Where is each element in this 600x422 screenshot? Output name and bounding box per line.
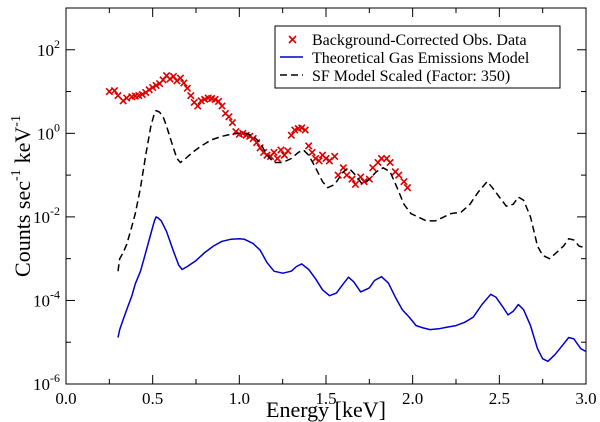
data-point-obs-data-70 [360,177,368,186]
y-tick-label-2: 10-2 [33,204,60,227]
y-tick-label-3: 100 [37,120,60,143]
data-point-obs-data-51 [287,131,296,140]
data-point-obs-data-46 [270,148,278,157]
series-line-sf-model [117,109,587,272]
x-tick-label-1: 0.5 [142,389,163,408]
data-point-obs-data-11 [148,83,157,92]
x-tick-label-2: 1.0 [229,389,250,408]
axis-ticks: 0.0 0.5 1.0 1.5 2.0 2.5 3.0 10-6 10-4 10-2 100 102 [33,8,597,408]
legend-box [274,25,561,89]
x-tick-label-3: 1.5 [315,389,336,408]
data-point-obs-data-10 [145,86,153,94]
y-tick-label-0: 10-6 [33,371,60,394]
x-axis-title: Energy [keV] [266,397,386,422]
x-tick-label-0: 0.0 [55,389,76,408]
data-point-obs-data-58 [311,154,320,163]
data-point-obs-data-22 [187,91,195,100]
x-tick-label-4: 2.0 [402,389,423,408]
data-point-obs-data-57 [308,148,316,157]
data-point-obs-data-34 [228,118,237,127]
y-tick-label-1: 10-4 [33,287,60,310]
data-point-obs-data-68 [351,180,360,189]
data-point-obs-data-20 [180,79,188,87]
data-point-obs-data-59 [315,157,323,165]
data-point-obs-data-19 [176,74,185,82]
y-axis-title-exp2: -1 [9,115,24,127]
data-point-obs-data-61 [322,154,330,163]
y-tick-label-4: 102 [37,37,60,60]
y-axis-title: Counts sec-1keV-1 [9,115,35,277]
data-point-obs-data-8 [138,90,147,99]
data-point-obs-data-66 [343,171,351,179]
data-point-obs-data-1 [110,86,119,95]
legend-label-gas: Theoretical Gas Emissions Model [312,50,530,67]
data-point-obs-data-78 [395,171,403,179]
data-point-obs-data-48 [277,146,285,154]
data-point-obs-data-33 [225,112,233,121]
data-point-obs-data-55 [301,126,309,134]
legend-label-obs: Background-Corrected Obs. Data [312,32,527,49]
y-axis-title-main: Counts sec [10,181,35,277]
data-point-obs-data-63 [330,152,339,161]
series-layer [105,71,587,363]
x-tick-label-5: 2.5 [489,389,510,408]
data-point-obs-data-76 [386,158,394,167]
data-point-obs-data-47 [273,154,282,163]
legend-label-sf: SF Model Scaled (Factor: 350) [312,68,510,85]
y-axis-title-unit: keV [10,127,35,164]
legend-marker-obs [288,35,297,44]
data-point-obs-data-29 [211,95,219,104]
data-point-obs-data-4 [122,94,131,102]
data-point-obs-data-21 [183,84,192,93]
data-point-obs-data-79 [400,177,408,186]
data-point-obs-data-80 [403,183,412,192]
y-axis-title-exp1: -1 [9,169,24,181]
data-point-obs-data-24 [193,102,202,110]
data-point-obs-data-54 [297,124,306,132]
svg-text:Counts sec-1keV-1: Counts sec-1keV-1 [9,115,35,277]
series-line-gas-model [117,216,587,363]
legend: Background-Corrected Obs. Data Theoretic… [274,25,561,89]
data-point-obs-data-56 [304,142,313,150]
data-point-obs-data-30 [214,97,223,106]
data-point-obs-data-67 [348,175,356,183]
data-point-obs-data-31 [218,102,226,110]
data-point-obs-data-50 [284,147,292,155]
x-tick-label-6: 3.0 [575,389,596,408]
